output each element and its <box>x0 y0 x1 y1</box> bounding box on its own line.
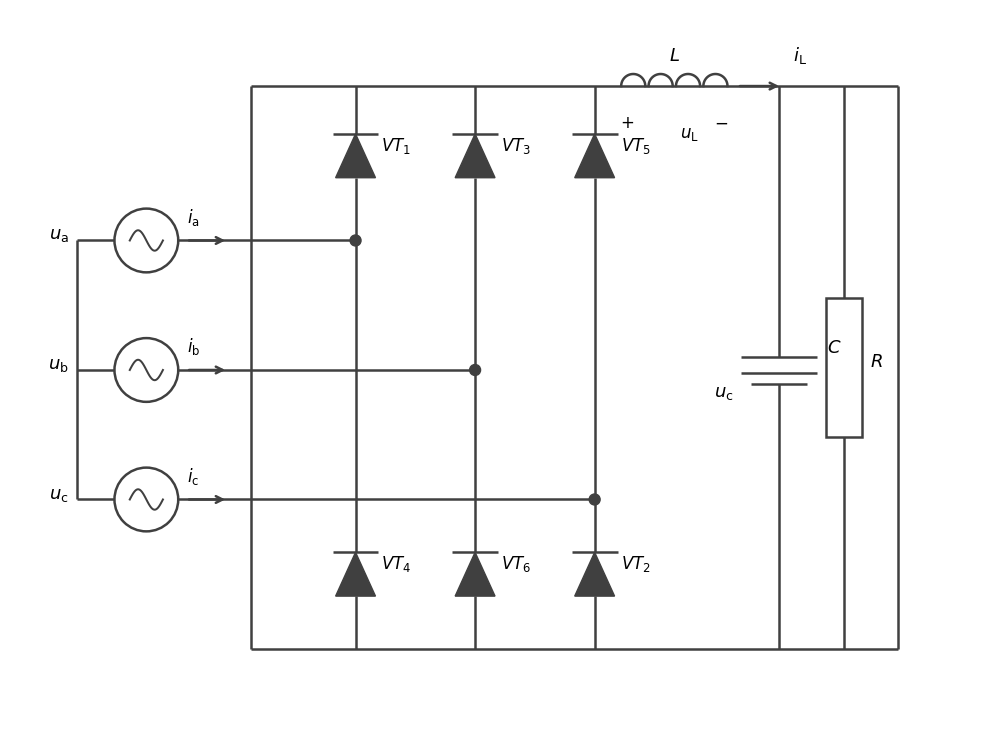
Text: $C$: $C$ <box>827 339 841 356</box>
Text: $L$: $L$ <box>669 47 680 65</box>
Text: $i_{\rm c}$: $i_{\rm c}$ <box>187 466 199 487</box>
Text: $VT_2$: $VT_2$ <box>621 554 650 575</box>
Text: $VT_1$: $VT_1$ <box>381 136 411 155</box>
Polygon shape <box>455 553 495 596</box>
Circle shape <box>470 364 481 375</box>
Text: $+$: $+$ <box>620 114 635 132</box>
Text: $VT_5$: $VT_5$ <box>621 136 650 155</box>
Polygon shape <box>575 553 615 596</box>
Text: $u_{\rm L}$: $u_{\rm L}$ <box>680 125 699 143</box>
Text: $u_{\rm c}$: $u_{\rm c}$ <box>714 385 734 402</box>
Text: $i_{\rm b}$: $i_{\rm b}$ <box>187 336 201 357</box>
Text: $u_{\rm b}$: $u_{\rm b}$ <box>48 356 69 374</box>
Text: $i_{\rm L}$: $i_{\rm L}$ <box>793 45 807 66</box>
Text: $R$: $R$ <box>870 353 882 372</box>
Text: $VT_6$: $VT_6$ <box>501 554 531 575</box>
Text: $u_{\rm a}$: $u_{\rm a}$ <box>49 226 69 245</box>
Polygon shape <box>455 134 495 177</box>
Text: $-$: $-$ <box>714 114 728 132</box>
Circle shape <box>589 494 600 505</box>
Bar <box>826 298 862 437</box>
Text: $i_{\rm a}$: $i_{\rm a}$ <box>187 207 200 228</box>
Polygon shape <box>336 553 375 596</box>
Polygon shape <box>575 134 615 177</box>
Text: $u_{\rm c}$: $u_{\rm c}$ <box>49 485 69 504</box>
Circle shape <box>350 235 361 246</box>
Text: $VT_3$: $VT_3$ <box>501 136 531 155</box>
Text: $VT_4$: $VT_4$ <box>381 554 412 575</box>
Polygon shape <box>336 134 375 177</box>
